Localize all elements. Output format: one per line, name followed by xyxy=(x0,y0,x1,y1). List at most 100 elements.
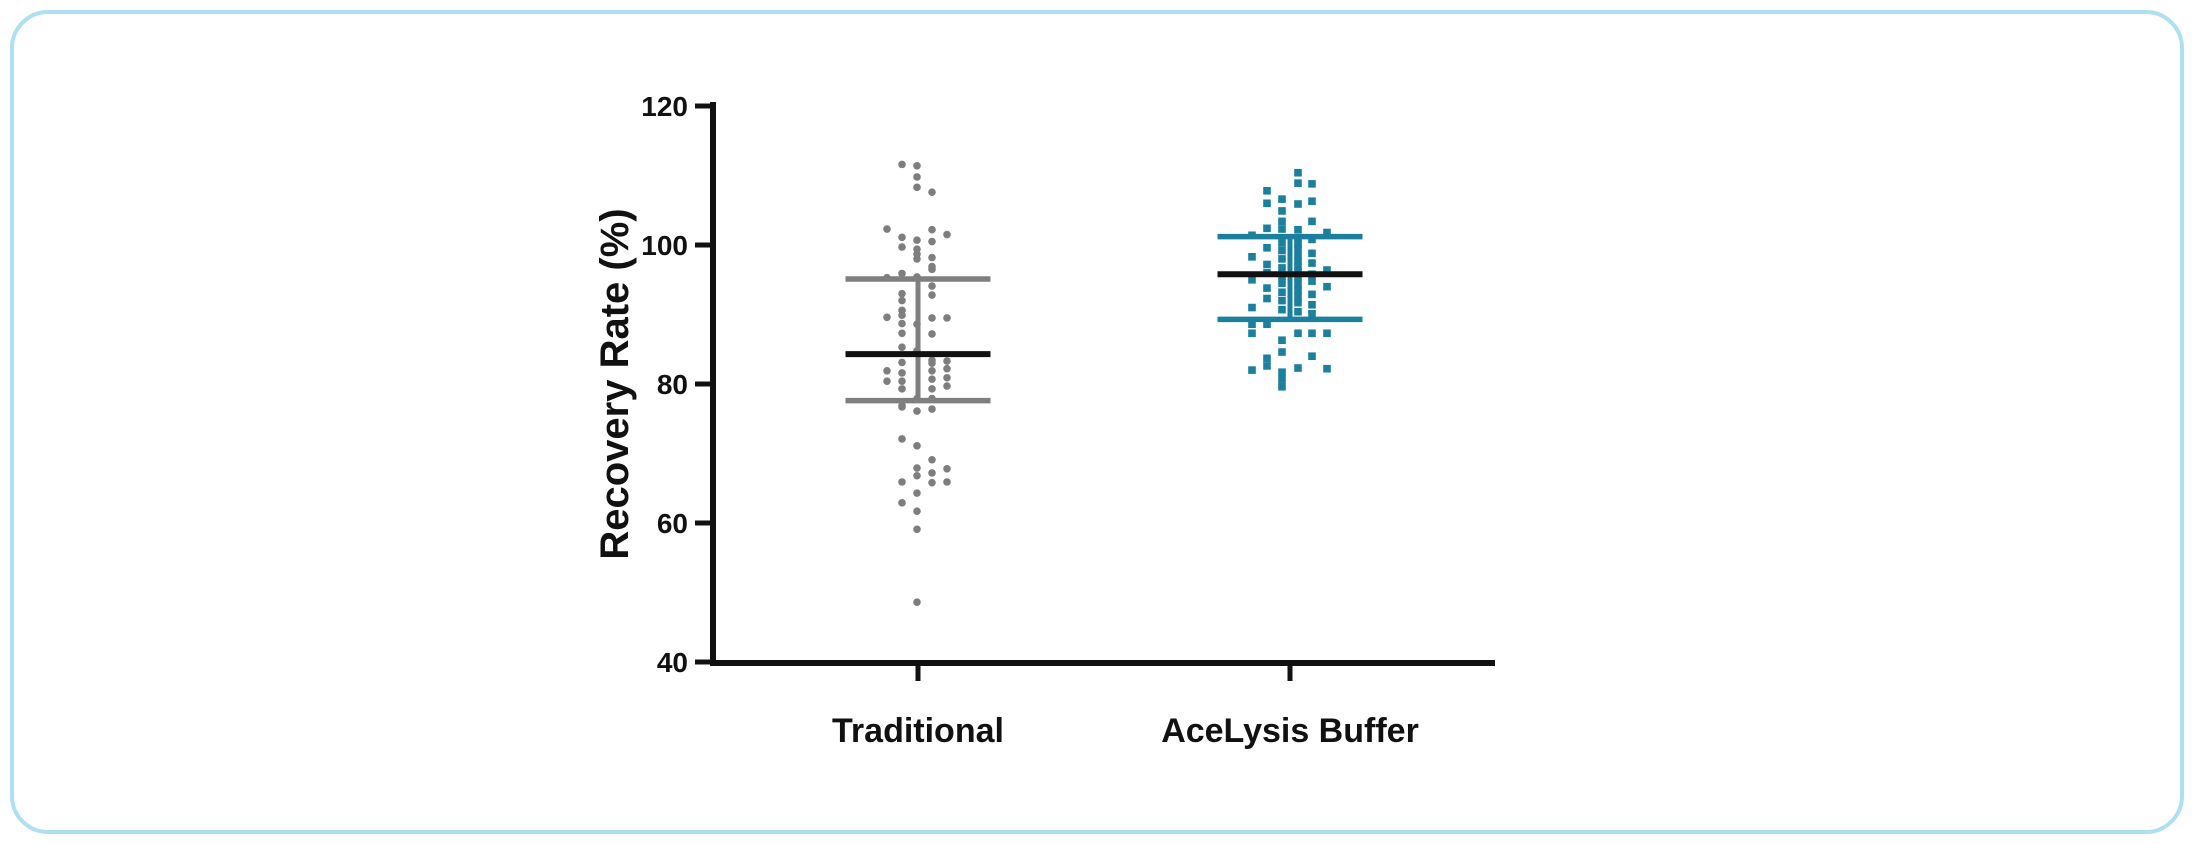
data-point xyxy=(898,343,906,351)
data-point xyxy=(1278,195,1286,203)
data-point xyxy=(1248,275,1256,284)
data-point xyxy=(928,359,936,367)
data-point xyxy=(928,314,936,322)
data-point xyxy=(913,525,921,534)
data-point xyxy=(928,253,936,262)
data-point xyxy=(1294,280,1302,289)
data-point xyxy=(1278,288,1286,297)
data-point xyxy=(898,289,906,298)
data-point xyxy=(1308,217,1316,226)
data-point xyxy=(1308,277,1316,285)
x-group-label: AceLysis Buffer xyxy=(1161,712,1419,750)
data-point xyxy=(1294,364,1302,372)
data-point xyxy=(898,329,906,338)
data-point xyxy=(928,237,936,246)
data-point xyxy=(928,282,936,290)
data-point xyxy=(1308,352,1316,360)
data-point xyxy=(1294,307,1302,316)
data-point xyxy=(883,377,891,386)
data-point xyxy=(913,255,921,263)
data-point xyxy=(1248,329,1256,338)
data-point xyxy=(898,319,906,328)
y-tick-label: 60 xyxy=(657,508,688,539)
data-point xyxy=(1263,294,1271,303)
data-point xyxy=(913,489,921,497)
data-point xyxy=(1294,286,1302,294)
data-point xyxy=(898,499,906,507)
data-point xyxy=(1308,329,1316,338)
data-point xyxy=(943,464,951,473)
data-point xyxy=(1294,200,1302,208)
data-point xyxy=(1278,207,1286,215)
data-point xyxy=(1278,255,1286,263)
data-point xyxy=(928,375,936,383)
data-point xyxy=(928,366,936,375)
data-point xyxy=(928,291,936,299)
data-point xyxy=(898,358,906,367)
data-point xyxy=(1278,375,1286,383)
data-point xyxy=(898,377,906,386)
data-point xyxy=(913,442,921,450)
data-point xyxy=(943,478,951,486)
data-point xyxy=(928,455,936,464)
data-point xyxy=(1278,305,1286,314)
data-point xyxy=(883,313,891,322)
y-tick-label: 100 xyxy=(641,230,688,261)
data-point xyxy=(898,233,906,242)
data-point xyxy=(1308,290,1316,299)
data-point xyxy=(928,265,936,274)
data-point xyxy=(898,296,906,305)
data-point xyxy=(913,464,921,472)
data-point xyxy=(928,405,936,413)
data-point xyxy=(913,161,921,170)
data-point xyxy=(1263,260,1271,269)
data-point xyxy=(1294,262,1302,271)
data-point xyxy=(913,507,921,515)
data-point xyxy=(1263,186,1271,195)
y-axis-title: Recovery Rate (%) xyxy=(593,208,637,559)
data-point xyxy=(1294,251,1302,260)
data-point xyxy=(1323,364,1331,373)
data-point xyxy=(1278,246,1286,255)
data-point xyxy=(898,435,906,443)
data-point xyxy=(898,160,906,169)
data-point xyxy=(943,364,951,373)
data-point xyxy=(1294,329,1302,338)
data-point xyxy=(1294,168,1302,177)
data-point xyxy=(1294,298,1302,307)
data-point xyxy=(928,330,936,338)
data-point xyxy=(898,369,906,377)
data-point xyxy=(1323,282,1331,291)
data-point xyxy=(883,366,891,375)
data-point xyxy=(1308,249,1316,258)
data-point xyxy=(913,173,921,181)
data-point xyxy=(1278,217,1286,226)
data-point xyxy=(1294,244,1302,253)
data-point xyxy=(1263,354,1271,363)
data-point xyxy=(1248,253,1256,261)
data-point xyxy=(1263,224,1271,233)
data-point xyxy=(1263,362,1271,370)
data-point xyxy=(913,471,921,480)
data-point xyxy=(1294,240,1302,249)
data-point xyxy=(1308,310,1316,318)
data-point xyxy=(898,243,906,251)
data-point xyxy=(898,403,906,411)
data-point xyxy=(883,225,891,233)
data-point xyxy=(1308,197,1316,206)
data-point xyxy=(1248,366,1256,374)
y-tick-label: 40 xyxy=(657,647,688,678)
x-group-label: Traditional xyxy=(832,712,1004,750)
data-point xyxy=(1278,368,1286,376)
y-tick-label: 120 xyxy=(641,91,688,122)
data-point xyxy=(1308,259,1316,267)
data-point xyxy=(1308,235,1316,244)
data-point xyxy=(928,469,936,477)
data-point xyxy=(1278,239,1286,247)
data-point xyxy=(1278,348,1286,356)
data-point xyxy=(1263,284,1271,292)
data-point xyxy=(928,188,936,196)
data-point xyxy=(928,385,936,393)
